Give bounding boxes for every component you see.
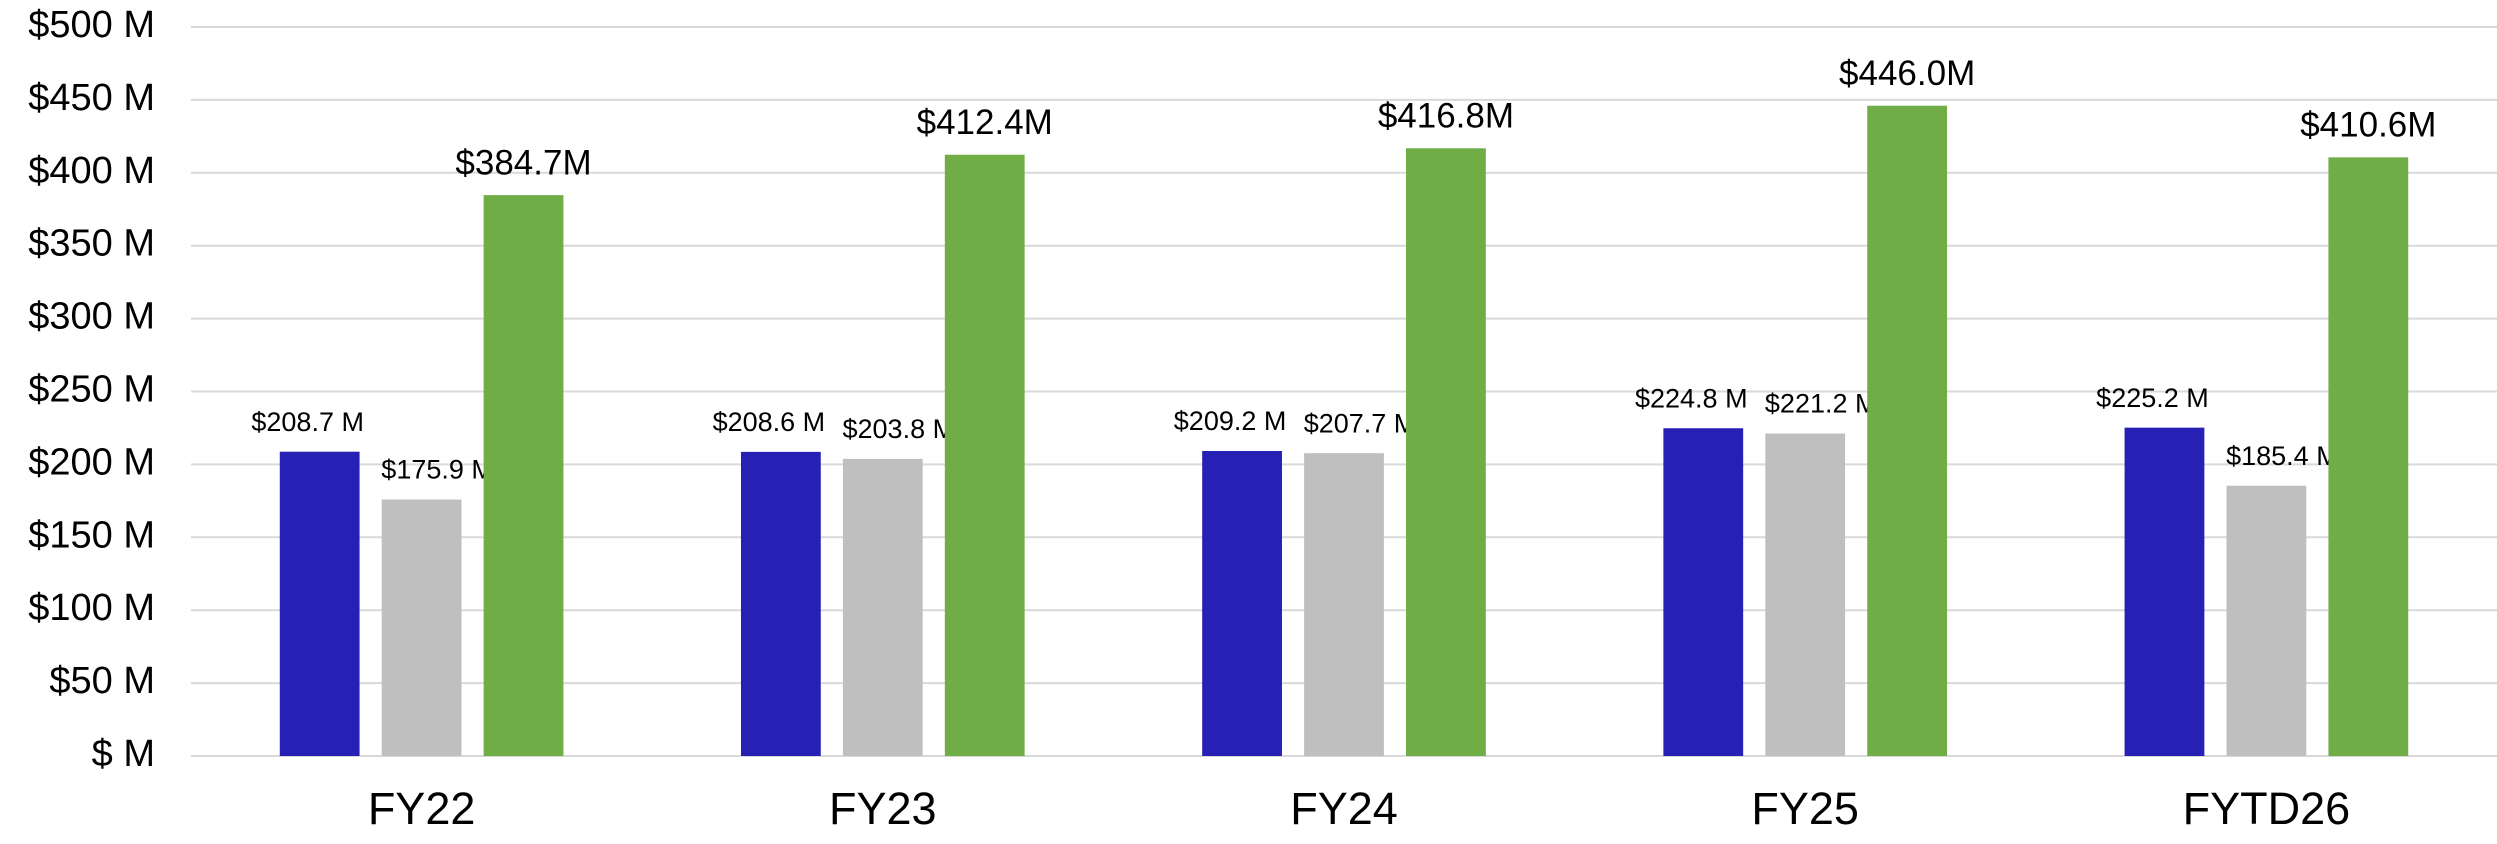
data-label: $384.7M: [455, 143, 591, 182]
y-tick-label: $50 M: [49, 660, 155, 702]
data-label: $221.2 M: [1765, 389, 1878, 419]
y-tick-label: $450 M: [28, 77, 155, 119]
x-tick-label: FY22: [368, 783, 476, 834]
data-label: $175.9 M: [381, 455, 494, 485]
bar: [1663, 428, 1744, 756]
bar: [2328, 157, 2409, 756]
data-label: $185.4 M: [2226, 441, 2339, 471]
bar: [483, 195, 564, 756]
data-label: $224.8 M: [1635, 383, 1748, 413]
data-label: $203.8 M: [843, 414, 956, 444]
bar: [1304, 453, 1384, 756]
y-tick-label: $500 M: [28, 4, 155, 46]
data-label: $412.4M: [917, 103, 1053, 142]
bar: [842, 458, 923, 756]
x-tick-label: FY24: [1290, 783, 1398, 834]
bar: [2124, 427, 2205, 756]
data-label: $207.7 M: [1304, 408, 1417, 438]
x-tick-label: FYTD26: [2183, 783, 2351, 834]
bar: [1202, 450, 1282, 756]
y-tick-label: $200 M: [28, 441, 155, 483]
y-tick-label: $ M: [92, 733, 155, 775]
x-tick-label: FY23: [829, 783, 937, 834]
bar: [1765, 433, 1846, 756]
data-label: $209.2 M: [1174, 406, 1287, 436]
bar: [279, 451, 360, 756]
bar: [1406, 148, 1486, 756]
bar: [944, 154, 1025, 756]
y-tick-label: $350 M: [28, 223, 155, 265]
y-tick-label: $250 M: [28, 369, 155, 411]
y-tick-label: $300 M: [28, 296, 155, 338]
y-tick-label: $100 M: [28, 587, 155, 629]
bar: [740, 451, 821, 756]
data-label: $446.0M: [1839, 54, 1975, 93]
bar: [2226, 485, 2307, 756]
x-tick-label: FY25: [1751, 783, 1859, 834]
y-tick-label: $150 M: [28, 514, 155, 556]
bar: [1867, 105, 1948, 757]
data-label: $208.7 M: [251, 407, 364, 437]
data-label: $225.2 M: [2096, 383, 2209, 413]
y-tick-label: $400 M: [28, 150, 155, 192]
data-label: $208.6 M: [713, 407, 826, 437]
data-label: $416.8M: [1378, 97, 1514, 136]
data-label: $410.6M: [2300, 106, 2436, 145]
bar: [381, 499, 462, 756]
